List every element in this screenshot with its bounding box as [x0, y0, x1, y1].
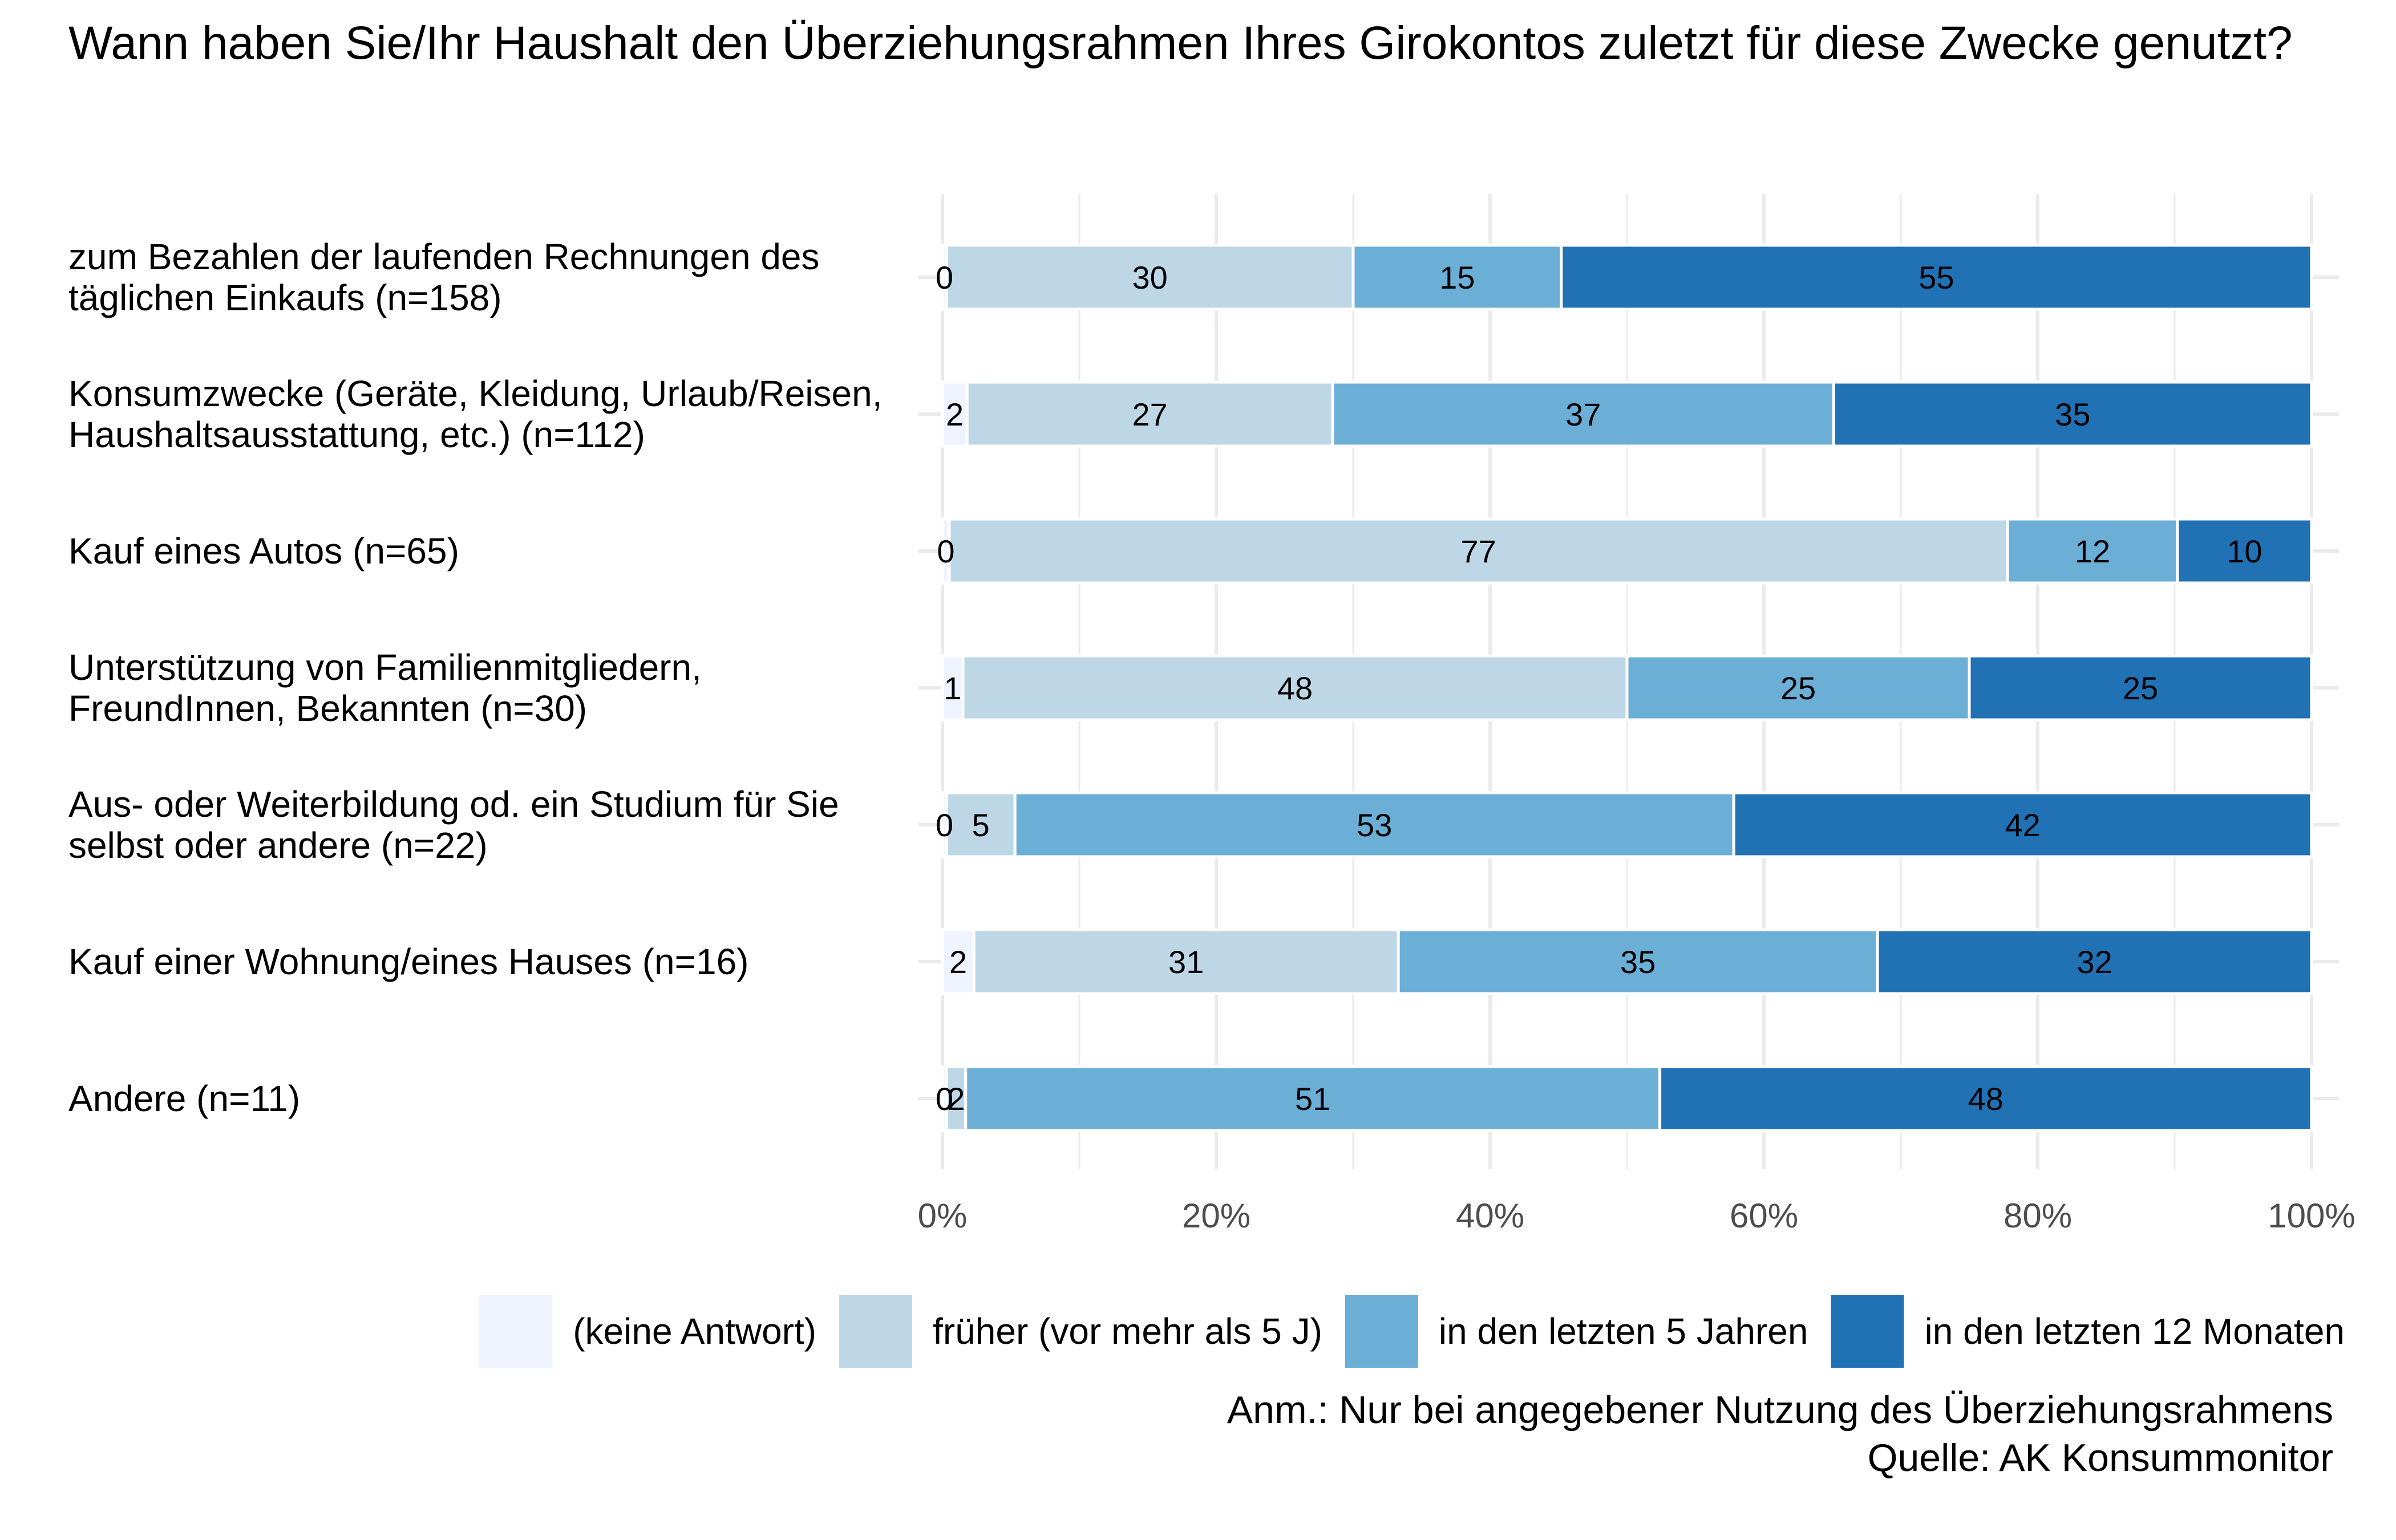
category-label-2-0: Kauf eines Autos (n=65) — [68, 530, 459, 572]
value-label-3-2: 25 — [1780, 670, 1816, 706]
value-label-1-1: 27 — [1132, 396, 1167, 432]
value-label-4-0: 0 — [936, 807, 953, 843]
value-labels: 0 30 15 552 27 37 350 77 12 101 48 25 250 5 53 422 31 35 3… — [936, 260, 2263, 1117]
x-tick-label-1: 20% — [1182, 1197, 1250, 1235]
legend-label-2: in den letzten 5 Jahren — [1439, 1311, 1808, 1352]
value-label-2-3: 10 — [2227, 533, 2262, 569]
bar-3-2 — [1625, 654, 1971, 722]
bar-4-3 — [1732, 791, 2313, 858]
legend-key-3 — [1831, 1295, 1904, 1368]
value-label-5-2: 35 — [1620, 944, 1656, 980]
x-axis-ticks: 0% 20% 40% 60% 80% 100% — [918, 1197, 2355, 1235]
bar-2-1 — [948, 517, 2009, 585]
value-label-3-3: 25 — [2123, 670, 2158, 706]
bar-2-2 — [2006, 517, 2179, 585]
bar-1-2 — [1331, 380, 1835, 448]
category-label-6-0: Andere (n=11) — [68, 1078, 300, 1119]
bar-2-3 — [2176, 517, 2313, 585]
bar-5-2 — [1397, 928, 1879, 995]
value-label-2-0: 0 — [937, 533, 954, 569]
category-label-3-1: FreundInnen, Bekannten (n=30) — [68, 688, 587, 729]
category-label-5-0: Kauf einer Wohnung/eines Hauses (n=16) — [68, 941, 748, 982]
category-label-4-0: Aus- oder Weiterbildung od. ein Studium … — [68, 784, 839, 825]
value-label-0-0: 0 — [936, 260, 953, 295]
value-label-1-0: 2 — [946, 396, 964, 432]
legend-label-0: (keine Antwort) — [573, 1311, 816, 1352]
value-label-2-2: 12 — [2075, 533, 2110, 569]
category-labels: zum Bezahlen der laufenden Rechnungen de… — [68, 236, 882, 1119]
chart-note: Anm.: Nur bei angegebener Nutzung des Üb… — [1227, 1386, 2333, 1482]
value-label-4-3: 42 — [2005, 807, 2040, 843]
bar-5-3 — [1876, 928, 2313, 995]
category-label-4-1: selbst oder andere (n=22) — [68, 825, 488, 866]
category-label-0-0: zum Bezahlen der laufenden Rechnungen de… — [68, 236, 820, 277]
value-label-0-2: 15 — [1439, 260, 1475, 295]
category-label-3-0: Unterstützung von Familienmitgliedern, — [68, 647, 702, 688]
bars — [941, 244, 2313, 1132]
chart-title: Wann haben Sie/Ihr Haushalt den Überzieh… — [68, 17, 2293, 69]
value-label-3-1: 48 — [1277, 670, 1313, 706]
category-label-0-1: täglichen Einkaufs (n=158) — [68, 277, 502, 318]
x-tick-label-3: 60% — [1730, 1197, 1798, 1235]
legend-label-3: in den letzten 12 Monaten — [1924, 1311, 2345, 1352]
value-label-3-0: 1 — [944, 670, 961, 706]
category-label-1-1: Haushaltsausstattung, etc.) (n=112) — [68, 414, 645, 455]
bar-6-3 — [1658, 1065, 2313, 1132]
value-label-5-0: 2 — [949, 944, 967, 980]
note-line-2: Quelle: AK Konsummonitor — [1867, 1436, 2333, 1480]
legend-key-0 — [479, 1295, 553, 1368]
value-label-6-1: 2 — [947, 1081, 965, 1117]
value-label-0-3: 55 — [1919, 260, 1954, 295]
x-tick-label-4: 80% — [2004, 1197, 2072, 1235]
value-label-4-2: 53 — [1357, 807, 1392, 843]
value-label-5-1: 31 — [1168, 944, 1204, 980]
legend-key-2 — [1345, 1295, 1418, 1368]
bar-1-1 — [965, 380, 1334, 448]
bar-6-2 — [964, 1065, 1662, 1132]
legend-label-1: früher (vor mehr als 5 J) — [933, 1311, 1322, 1352]
value-label-1-3: 35 — [2055, 396, 2090, 432]
value-label-6-2: 51 — [1295, 1081, 1330, 1117]
category-label-1-0: Konsumzwecke (Geräte, Kleidung, Urlaub/R… — [68, 373, 882, 414]
legend: (keine Antwort) früher (vor mehr als 5 J)… — [479, 1295, 2345, 1368]
value-label-6-0: 0 — [936, 1081, 953, 1117]
value-label-4-1: 5 — [972, 807, 990, 843]
value-label-1-2: 37 — [1565, 396, 1601, 432]
bar-3-3 — [1968, 654, 2313, 722]
value-label-5-3: 32 — [2077, 944, 2112, 980]
x-tick-label-0: 0% — [918, 1197, 968, 1235]
x-tick-label-2: 40% — [1456, 1197, 1524, 1235]
bar-4-2 — [1013, 791, 1735, 858]
bar-0-3 — [1560, 244, 2313, 311]
value-label-0-1: 30 — [1132, 260, 1167, 295]
x-tick-label-5: 100% — [2268, 1197, 2355, 1235]
bar-1-3 — [1832, 380, 2313, 448]
note-line-1: Anm.: Nur bei angegebener Nutzung des Üb… — [1227, 1388, 2333, 1432]
value-label-2-1: 77 — [1460, 533, 1496, 569]
legend-key-1 — [839, 1295, 913, 1368]
value-label-6-3: 48 — [1968, 1081, 2004, 1117]
bar-4-1 — [945, 791, 1017, 858]
